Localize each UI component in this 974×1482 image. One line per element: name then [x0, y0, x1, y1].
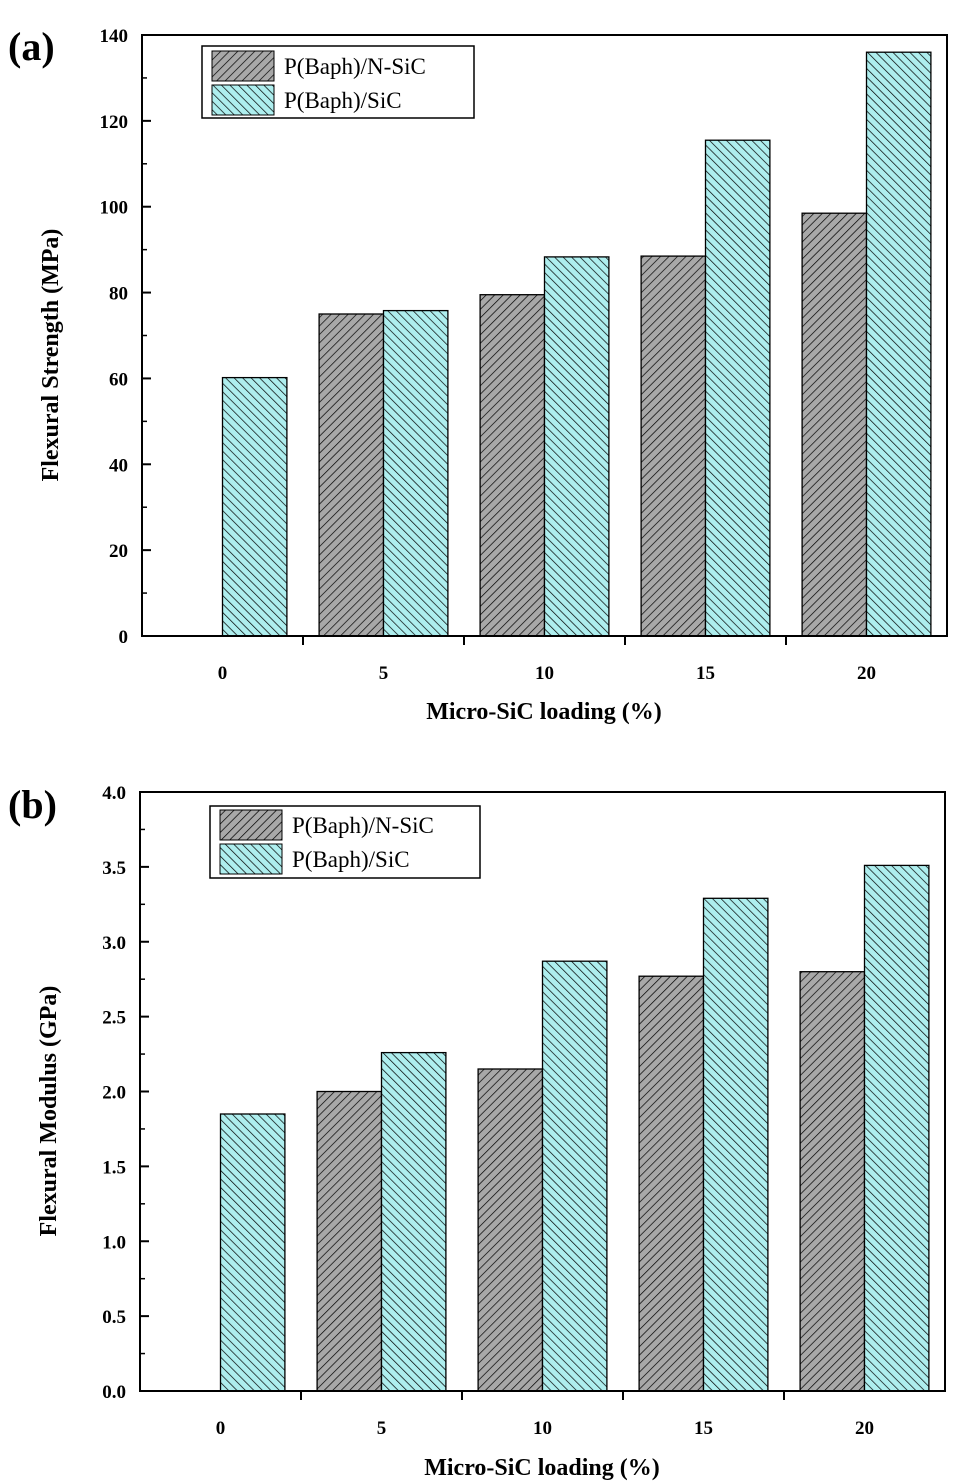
y-tick-label-a: 0 — [119, 627, 129, 648]
y-tick-label-b: 3.0 — [102, 933, 126, 954]
y-axis-title-b: Flexural Modulus (GPa) — [36, 986, 62, 1237]
x-tick-label-b: 0 — [216, 1418, 226, 1439]
bar-sic-20-b — [863, 864, 930, 1392]
bar-sic-0-b — [219, 1113, 286, 1392]
x-axis-title-b: Micro-SiC loading (%) — [424, 1455, 660, 1481]
y-tick-label-a: 100 — [100, 198, 129, 219]
bar-nsic-5-a — [318, 313, 385, 637]
legend-swatch-nsic-b — [219, 809, 283, 841]
x-tick-label-b: 20 — [855, 1418, 874, 1439]
y-tick-label-a: 60 — [109, 369, 128, 390]
bar-nsic-20-b — [799, 971, 866, 1392]
y-tick-label-b: 0.0 — [102, 1382, 126, 1403]
legend-swatch-sic-a — [211, 84, 275, 116]
y-tick-label-b: 3.5 — [102, 858, 126, 879]
y-tick-label-a: 120 — [100, 112, 129, 133]
chart-panel-a: (a) Flexural Strength (MPa) Micro-SiC lo… — [8, 24, 948, 725]
bar-nsic-15-b — [638, 975, 705, 1392]
legend-label-nsic-b: P(Baph)/N-SiC — [292, 813, 434, 838]
bar-sic-10-b — [541, 960, 608, 1392]
x-tick-label-b: 15 — [694, 1418, 713, 1439]
x-tick-label-a: 20 — [857, 663, 876, 684]
bar-sic-0-a — [221, 376, 288, 637]
y-tick-label-a: 40 — [109, 455, 128, 476]
legend-a: P(Baph)/N-SiC P(Baph)/SiC — [201, 45, 475, 119]
legend-b: P(Baph)/N-SiC P(Baph)/SiC — [209, 805, 481, 879]
y-tick-label-a: 80 — [109, 284, 128, 305]
y-tick-label-a: 140 — [100, 26, 129, 47]
y-tick-label-a: 20 — [109, 541, 128, 562]
bars-group-a — [221, 51, 932, 637]
bar-nsic-20-a — [801, 212, 868, 637]
x-tick-label-b: 5 — [377, 1418, 387, 1439]
bar-sic-10-a — [543, 256, 610, 637]
y-tick-label-b: 2.0 — [102, 1083, 126, 1104]
bar-sic-5-b — [380, 1051, 447, 1392]
y-axis-title-a: Flexural Strength (MPa) — [38, 229, 64, 482]
bar-nsic-5-b — [316, 1090, 383, 1392]
bars-group-b — [219, 864, 930, 1392]
legend-swatch-nsic-a — [211, 50, 275, 82]
bar-sic-15-b — [702, 897, 769, 1392]
chart-panel-b: (b) Flexural Modulus (GPa) Micro-SiC loa… — [8, 782, 946, 1481]
y-tick-label-b: 1.5 — [102, 1157, 126, 1178]
x-tick-label-a: 5 — [379, 663, 389, 684]
x-tick-label-a: 0 — [218, 663, 228, 684]
bar-nsic-15-a — [640, 255, 707, 637]
panel-label-a: (a) — [8, 24, 55, 69]
axes-a: 0 20 40 60 80 100 120 140 0 5 10 15 20 — [100, 26, 877, 684]
x-tick-label-a: 10 — [535, 663, 554, 684]
legend-label-sic-b: P(Baph)/SiC — [292, 847, 410, 872]
y-tick-label-b: 4.0 — [102, 783, 126, 804]
y-tick-label-b: 0.5 — [102, 1307, 126, 1328]
legend-swatch-sic-b — [219, 843, 283, 875]
panel-label-b: (b) — [8, 782, 57, 827]
legend-label-nsic-a: P(Baph)/N-SiC — [284, 54, 426, 79]
bar-nsic-10-a — [479, 294, 546, 637]
x-tick-label-a: 15 — [696, 663, 715, 684]
bar-nsic-10-b — [477, 1068, 544, 1392]
x-tick-label-b: 10 — [533, 1418, 552, 1439]
axes-b: 0.0 0.5 1.0 1.5 2.0 2.5 3.0 3.5 4.0 0 5 10 15 20 — [102, 783, 874, 1439]
bar-sic-15-a — [704, 139, 771, 637]
y-tick-label-b: 2.5 — [102, 1008, 126, 1029]
bar-sic-20-a — [865, 51, 932, 637]
y-tick-label-b: 1.0 — [102, 1232, 126, 1253]
x-axis-title-a: Micro-SiC loading (%) — [426, 699, 662, 725]
legend-label-sic-a: P(Baph)/SiC — [284, 88, 402, 113]
bar-sic-5-a — [382, 309, 449, 637]
